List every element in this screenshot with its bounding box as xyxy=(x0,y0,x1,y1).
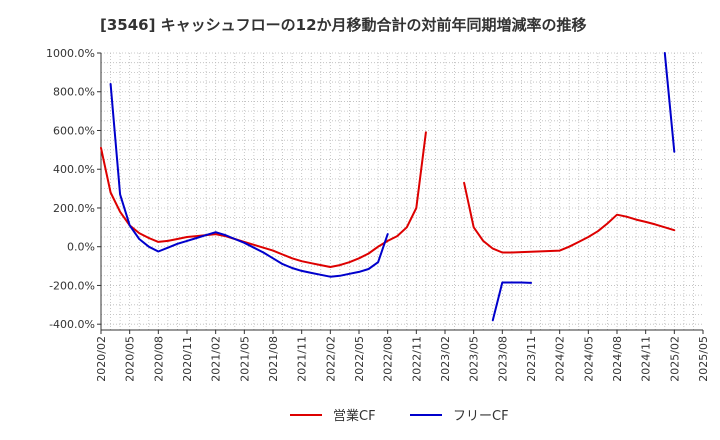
series-line-free-cf xyxy=(663,52,676,153)
x-tick-label: 2024/05 xyxy=(582,336,595,382)
x-tick-label: 2023/02 xyxy=(439,336,452,382)
x-tick-label: 2021/02 xyxy=(210,336,223,382)
y-tick-label: 400.0% xyxy=(53,163,95,176)
x-tick-label: 2020/08 xyxy=(152,336,165,382)
x-tick-label: 2020/05 xyxy=(124,336,137,382)
x-tick-label: 2021/08 xyxy=(267,336,280,382)
x-tick-label: 2023/11 xyxy=(525,336,538,382)
series-line-operating-cf xyxy=(463,181,676,254)
x-tick-label: 2020/11 xyxy=(181,336,194,382)
x-tick-label: 2025/02 xyxy=(668,336,681,382)
y-tick-label: -200.0% xyxy=(49,279,95,292)
y-tick-label: 200.0% xyxy=(53,202,95,215)
x-tick-label: 2024/11 xyxy=(640,336,653,382)
y-tick-label: 1000.0% xyxy=(46,47,95,60)
x-tick-label: 2023/05 xyxy=(468,336,481,382)
x-tick-label: 2025/05 xyxy=(697,336,710,382)
y-tick-label: 600.0% xyxy=(53,124,95,137)
series-line-free-cf xyxy=(109,83,389,278)
x-tick-label: 2024/02 xyxy=(554,336,567,382)
x-tick-label: 2024/08 xyxy=(611,336,624,382)
plot-area xyxy=(101,53,703,330)
x-tick-label: 2022/08 xyxy=(382,336,395,382)
x-tick-label: 2021/11 xyxy=(296,336,309,382)
x-tick-label: 2022/02 xyxy=(324,336,337,382)
series-line-free-cf xyxy=(491,281,532,322)
x-tick-label: 2023/08 xyxy=(496,336,509,382)
y-tick-label: 800.0% xyxy=(53,86,95,99)
legend-label: 営業CF xyxy=(333,408,376,424)
x-tick-label: 2020/02 xyxy=(95,336,108,382)
x-tick-label: 2022/11 xyxy=(410,336,423,382)
x-tick-label: 2021/05 xyxy=(238,336,251,382)
series-line-operating-cf xyxy=(100,131,427,268)
x-tick-label: 2022/05 xyxy=(353,336,366,382)
y-tick-label: -400.0% xyxy=(49,318,95,331)
y-tick-label: 0.0% xyxy=(67,241,95,254)
chart-title: [3546] キャッシュフローの12か月移動合計の対前年同期増減率の推移 xyxy=(100,16,587,34)
legend-label: フリーCF xyxy=(453,409,509,424)
